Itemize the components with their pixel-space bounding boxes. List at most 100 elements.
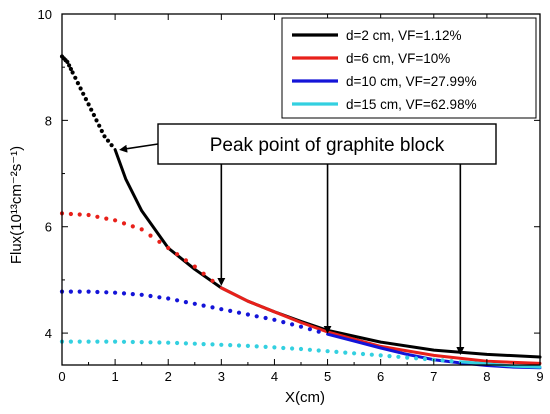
series-2-dot [254, 314, 259, 319]
series-1-dot [166, 245, 171, 251]
x-tick-label: 9 [536, 369, 543, 384]
series-2-dot [121, 291, 127, 296]
series-0-dot [70, 70, 75, 75]
series-3-dot [192, 341, 197, 346]
series-1-dot [130, 224, 135, 229]
series-3 [59, 339, 542, 369]
series-0-dot [75, 81, 80, 86]
series-3-dot [405, 355, 410, 360]
series-3-dot [236, 343, 242, 348]
series-1-dot [201, 271, 206, 276]
series-3-dot [77, 339, 82, 344]
series-3-dot [104, 339, 109, 344]
series-3-dot [290, 346, 295, 351]
series-3-dot [228, 343, 233, 348]
series-2-dot [86, 289, 91, 294]
series-2-dot [263, 315, 268, 321]
series-3-dot [219, 342, 224, 347]
series-1-dot [183, 258, 188, 263]
series-3-dot [360, 351, 366, 357]
x-tick-label: 1 [111, 369, 118, 384]
series-3-dot [387, 354, 392, 359]
series-3-dot [396, 354, 401, 359]
series-0-dot [109, 143, 114, 148]
series-1-dot [86, 212, 91, 218]
series-3-dot [254, 344, 259, 349]
series-0-dot [73, 75, 78, 80]
series-3-dot [352, 351, 357, 356]
series-3-dot [166, 340, 171, 345]
legend-label-3: d=15 cm, VF=62.98% [346, 97, 477, 112]
series-2-dot [192, 301, 197, 306]
series-2-dot [113, 290, 118, 295]
series-3-dot [263, 344, 268, 349]
series-2-dot [175, 298, 180, 303]
callout-text: Peak point of graphite block [210, 135, 445, 156]
series-3-dot [113, 339, 118, 344]
series-2-dot [272, 317, 277, 322]
series-2-dot [104, 290, 109, 295]
x-tick-label: 2 [165, 369, 172, 384]
series-0-dot [91, 112, 96, 118]
series-2-dot [77, 289, 82, 294]
series-2-dot [219, 307, 224, 312]
series-0-dot [78, 86, 83, 91]
series-2-dot [68, 289, 73, 294]
series-2-dot [316, 329, 321, 334]
x-tick-label: 7 [430, 369, 437, 384]
series-3-dot [316, 348, 321, 353]
series-2-dot [157, 295, 162, 300]
x-tick-label: 0 [58, 369, 65, 384]
series-3-dot [86, 339, 91, 344]
callout-arrow-0 [119, 143, 159, 153]
series-2-dot [148, 293, 153, 299]
x-tick-label: 6 [377, 369, 384, 384]
series-0-dot [97, 123, 102, 128]
series-2-dot [236, 310, 242, 315]
series-1-dot [95, 214, 100, 219]
series-1-dot [77, 212, 82, 217]
y-axis-label: Flux(10¹³cm⁻²s⁻¹) [8, 146, 25, 264]
series-1-dot [192, 264, 197, 269]
series-0-dot [102, 134, 107, 139]
series-3-dot [210, 342, 215, 347]
series-1-dot [210, 278, 215, 283]
series-2-dot [95, 289, 100, 295]
series-3-dot [325, 349, 330, 354]
series-2-dot [307, 327, 312, 332]
series-2-dot [130, 292, 135, 297]
y-tick-label: 6 [45, 220, 52, 235]
series-2-dot [210, 305, 215, 310]
series-3-dot [343, 350, 348, 355]
series-2-dot [298, 324, 304, 329]
series-3-dot [183, 341, 188, 346]
series-3-dot [414, 356, 419, 361]
series-3-dot [175, 340, 180, 346]
series-3-dot [121, 339, 127, 344]
series-3-dot [440, 358, 445, 363]
series-0-dot [67, 63, 72, 68]
series-3-dot [157, 340, 162, 345]
series-0-dot [105, 138, 111, 143]
x-axis-label: X(cm) [285, 389, 325, 406]
series-0-dot [68, 66, 73, 72]
series-1-dot [175, 252, 180, 257]
series-3-dot [95, 339, 100, 344]
series-3-dot [307, 347, 312, 352]
y-tick-label: 8 [45, 113, 52, 128]
series-3-dot [148, 340, 153, 345]
series-1-dot [148, 233, 153, 238]
series-0-dot [86, 102, 91, 107]
series-3-dot [201, 342, 206, 347]
series-3-dot [139, 340, 144, 345]
series-0-dot [65, 59, 70, 64]
x-tick-label: 5 [324, 369, 331, 384]
series-0-dot [99, 128, 104, 134]
series-3-dot [422, 356, 427, 362]
series-3-dot [334, 349, 339, 354]
series-1-dot [113, 218, 118, 223]
series-3-dot [449, 359, 454, 364]
legend-label-2: d=10 cm, VF=27.99% [346, 74, 477, 89]
series-2-dot [183, 300, 188, 305]
